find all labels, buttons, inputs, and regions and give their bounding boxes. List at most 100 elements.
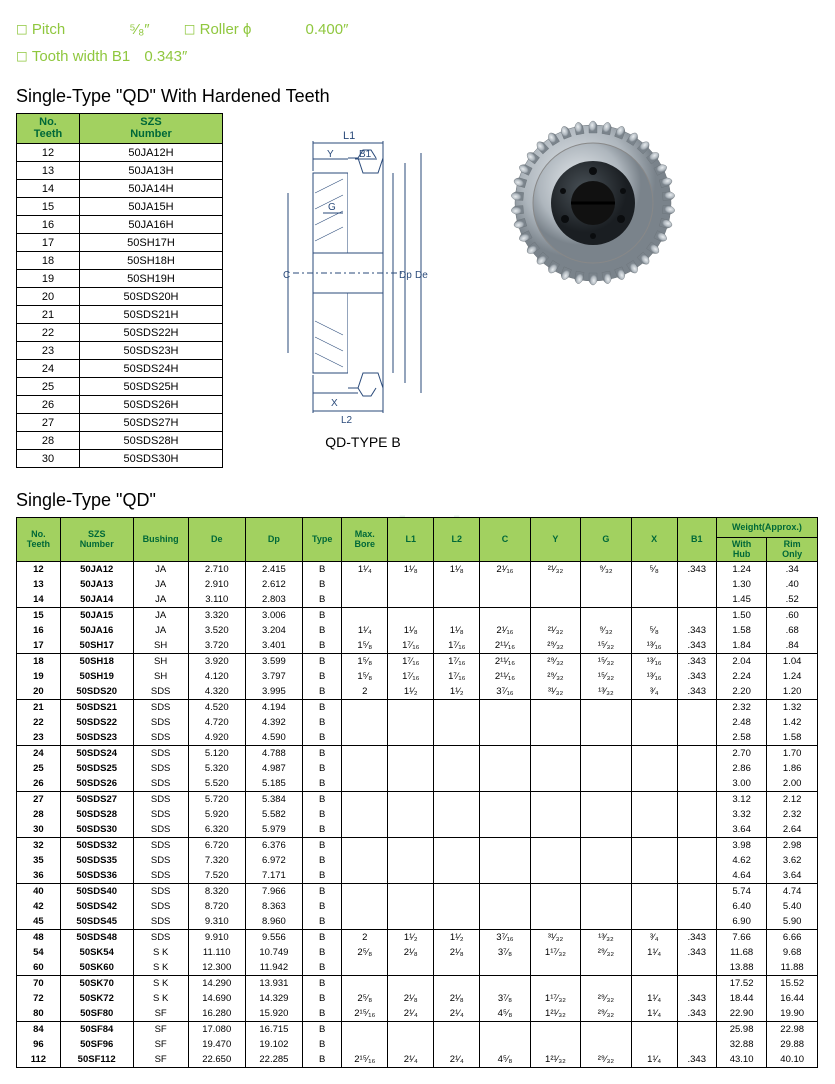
table-cell: .343 bbox=[677, 1006, 716, 1022]
table-cell: 18 bbox=[17, 252, 80, 270]
table-cell bbox=[480, 914, 530, 930]
table-cell: 96 bbox=[17, 1037, 61, 1052]
table-cell: 2.48 bbox=[716, 715, 766, 730]
table-cell: 25.98 bbox=[716, 1021, 766, 1037]
table-cell: 18 bbox=[17, 653, 61, 669]
table-cell bbox=[480, 592, 530, 608]
table-cell: B bbox=[303, 1006, 342, 1022]
table-cell: 50SDS28 bbox=[60, 807, 133, 822]
table-cell: 8.960 bbox=[245, 914, 302, 930]
col-header: C bbox=[480, 518, 530, 562]
table-cell bbox=[480, 960, 530, 976]
table-cell bbox=[631, 1021, 677, 1037]
table-cell: 3.62 bbox=[767, 853, 818, 868]
table-cell: 50SDS45 bbox=[60, 914, 133, 930]
table-cell bbox=[530, 577, 580, 592]
table-cell bbox=[388, 914, 434, 930]
table-cell: 13 bbox=[17, 162, 80, 180]
table-cell bbox=[388, 1021, 434, 1037]
table-cell: 50SDS21H bbox=[80, 306, 223, 324]
table-cell bbox=[434, 822, 480, 838]
table-cell bbox=[530, 791, 580, 807]
table-cell bbox=[480, 868, 530, 884]
table-cell: 2.910 bbox=[188, 577, 245, 592]
table-cell: 7.66 bbox=[716, 929, 766, 945]
table-cell: 50JA16 bbox=[60, 623, 133, 638]
table-cell bbox=[530, 715, 580, 730]
table-cell bbox=[631, 899, 677, 914]
table-cell bbox=[530, 868, 580, 884]
table-cell: 4⁵⁄₈ bbox=[480, 1006, 530, 1022]
table-cell bbox=[434, 1037, 480, 1052]
table-cell: 50SDS27 bbox=[60, 791, 133, 807]
table-cell bbox=[342, 715, 388, 730]
table-cell: 19 bbox=[17, 270, 80, 288]
table-cell bbox=[581, 960, 631, 976]
table-cell: 50SH18H bbox=[80, 252, 223, 270]
table-cell: 50JA12 bbox=[60, 561, 133, 577]
table-cell: ¹⁵⁄₃₂ bbox=[581, 638, 631, 654]
table-cell bbox=[581, 914, 631, 930]
table-cell: 9.556 bbox=[245, 929, 302, 945]
table-cell: 5.384 bbox=[245, 791, 302, 807]
table-cell: 3⁷⁄₁₆ bbox=[480, 929, 530, 945]
table-cell: 1.24 bbox=[767, 669, 818, 684]
table-cell: 27 bbox=[17, 414, 80, 432]
table-cell: 29.88 bbox=[767, 1037, 818, 1052]
table-cell: B bbox=[303, 883, 342, 899]
table-cell bbox=[530, 1037, 580, 1052]
table-cell: 2¹⁄₈ bbox=[388, 945, 434, 960]
table-cell: .343 bbox=[677, 638, 716, 654]
table-cell: 22.98 bbox=[767, 1021, 818, 1037]
table-cell: B bbox=[303, 822, 342, 838]
table-cell bbox=[388, 730, 434, 746]
table-cell: 3.006 bbox=[245, 607, 302, 623]
table-cell: ²⁹⁄₃₂ bbox=[530, 653, 580, 669]
table-cell: B bbox=[303, 715, 342, 730]
table-cell bbox=[434, 607, 480, 623]
table-cell bbox=[480, 776, 530, 792]
table-cell: ¹³⁄₁₆ bbox=[631, 669, 677, 684]
table-cell: 1¹⁄₄ bbox=[631, 991, 677, 1006]
table-cell: 1.30 bbox=[716, 577, 766, 592]
table-cell bbox=[388, 853, 434, 868]
table-cell: JA bbox=[133, 577, 188, 592]
table-cell: 2 bbox=[342, 684, 388, 700]
table-cell: 1²¹⁄₃₂ bbox=[530, 1052, 580, 1068]
table-cell: 1⁵⁄₈ bbox=[342, 653, 388, 669]
table-cell: 1⁵⁄₈ bbox=[342, 638, 388, 654]
col-header: Bushing bbox=[133, 518, 188, 562]
table-cell: 60 bbox=[17, 960, 61, 976]
table-cell: 1¹⁄₈ bbox=[434, 561, 480, 577]
table-cell: 2⁵⁄₈ bbox=[342, 991, 388, 1006]
table-cell: 2¹⁄₄ bbox=[434, 1052, 480, 1068]
table-cell: 1¹⁷⁄₃₂ bbox=[530, 945, 580, 960]
table-cell: 112 bbox=[17, 1052, 61, 1068]
col-header: B1 bbox=[677, 518, 716, 562]
table-cell bbox=[677, 577, 716, 592]
table-cell bbox=[530, 853, 580, 868]
table-cell bbox=[342, 592, 388, 608]
table-cell: 84 bbox=[17, 1021, 61, 1037]
table-cell bbox=[480, 1021, 530, 1037]
table-cell bbox=[434, 730, 480, 746]
table-cell: 16 bbox=[17, 216, 80, 234]
table-cell: ²⁹⁄₃₂ bbox=[581, 991, 631, 1006]
table-cell: 1.20 bbox=[767, 684, 818, 700]
table-cell bbox=[388, 975, 434, 991]
table-cell: 2.20 bbox=[716, 684, 766, 700]
table-cell: 1¹⁄₈ bbox=[388, 623, 434, 638]
table-cell bbox=[434, 699, 480, 715]
table-cell bbox=[480, 577, 530, 592]
table-cell: 50SK70 bbox=[60, 975, 133, 991]
col-header: No.Teeth bbox=[17, 518, 61, 562]
table-cell: 16.44 bbox=[767, 991, 818, 1006]
table-cell bbox=[581, 868, 631, 884]
table-cell: 7.320 bbox=[188, 853, 245, 868]
table-cell: 50SF96 bbox=[60, 1037, 133, 1052]
table-cell: SDS bbox=[133, 730, 188, 746]
table-cell: 8.320 bbox=[188, 883, 245, 899]
table-cell: SDS bbox=[133, 822, 188, 838]
table-cell: 50JA12H bbox=[80, 144, 223, 162]
table-cell: 50SK54 bbox=[60, 945, 133, 960]
